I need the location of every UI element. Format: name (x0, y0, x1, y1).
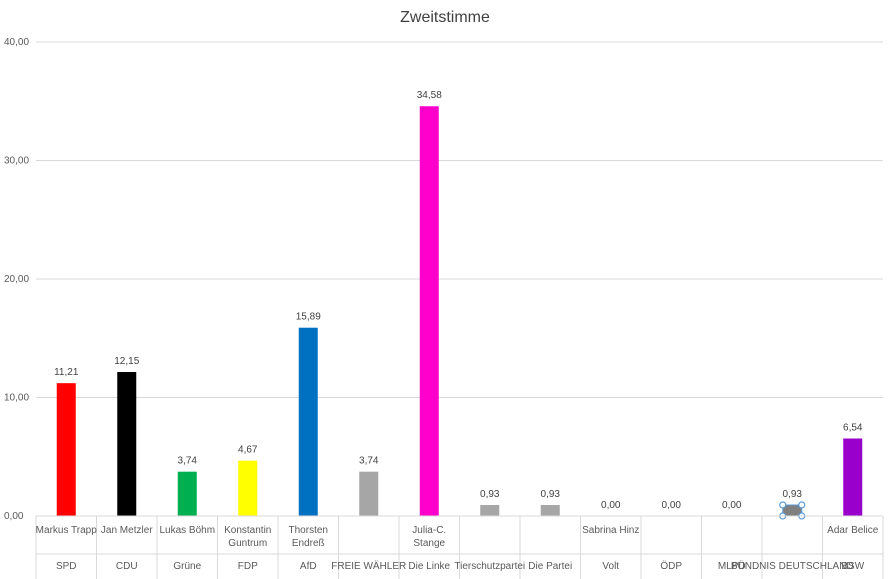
party-label: Tierschutzpartei (454, 561, 525, 572)
data-label: 0,00 (601, 500, 621, 511)
y-tick-label: 40,00 (4, 37, 29, 48)
bar (540, 504, 560, 516)
y-tick-label: 10,00 (4, 393, 29, 404)
data-label: 0,00 (662, 500, 682, 511)
data-label: 3,74 (359, 456, 379, 467)
bar (298, 327, 318, 516)
candidate-label: Adar Belice (827, 525, 879, 536)
data-label: 11,21 (54, 367, 79, 378)
bar (419, 106, 439, 517)
data-label: 4,67 (238, 445, 258, 456)
data-label: 0,93 (783, 489, 803, 500)
y-axis-ticks: 0,00 10,00 20,00 30,00 40,00 (4, 37, 29, 522)
party-label: SPD (56, 561, 77, 572)
candidate-label: Jan Metzler (101, 525, 153, 536)
candidate-label: Julia-C. (412, 525, 446, 536)
selection-handle[interactable] (779, 501, 787, 509)
party-label: Die Linke (408, 561, 450, 572)
bars (56, 106, 863, 520)
y-tick-label: 30,00 (4, 156, 29, 167)
bar (177, 471, 197, 516)
y-tick-label: 0,00 (4, 511, 24, 522)
candidate-label: Thorsten (289, 525, 328, 536)
party-label: BSW (841, 561, 864, 572)
party-label: AfD (300, 561, 317, 572)
party-label: BÜNDNIS DEUTSCHLAND (731, 560, 854, 572)
chart-title: Zweitstimme (400, 9, 490, 26)
data-label: 3,74 (178, 456, 198, 467)
candidate-label: Stange (413, 538, 445, 549)
candidate-label: Konstantin (224, 525, 271, 536)
bar (117, 372, 137, 516)
candidate-label: Lukas Böhm (159, 525, 215, 536)
candidate-label: Sabrina Hinz (582, 525, 639, 536)
bar (56, 383, 76, 516)
bar (238, 460, 258, 516)
candidate-label: Markus Trapp (36, 525, 98, 536)
y-tick-label: 20,00 (4, 274, 29, 285)
party-label: MLPD (718, 561, 746, 572)
party-label: ÖDP (660, 560, 682, 572)
data-label: 12,15 (114, 356, 139, 367)
party-label: Die Partei (528, 561, 572, 572)
data-label: 0,00 (722, 500, 742, 511)
party-label: Grüne (173, 561, 201, 572)
gridlines (36, 41, 883, 517)
party-label: CDU (116, 561, 138, 572)
candidate-label: Endreß (292, 538, 325, 549)
party-label: Volt (602, 561, 619, 572)
bar (359, 471, 379, 516)
bar (843, 438, 863, 516)
candidate-label: Guntrum (228, 538, 267, 549)
data-label: 0,93 (541, 489, 561, 500)
data-label: 15,89 (296, 312, 321, 323)
data-label: 0,93 (480, 489, 500, 500)
selection-handle[interactable] (798, 501, 806, 509)
party-label: FREIE WÄHLER (331, 560, 406, 572)
bar (480, 504, 500, 516)
category-axis: Markus Trapp SPD Jan Metzler CDU Lukas Böhm G… (35, 515, 884, 579)
data-label: 6,54 (843, 423, 863, 434)
party-label: FDP (238, 561, 258, 572)
data-label: 34,58 (417, 90, 442, 101)
data-labels: 11,21 12,15 3,74 4,67 15,89 3,74 34,58 0,93 0,93… (54, 90, 863, 511)
